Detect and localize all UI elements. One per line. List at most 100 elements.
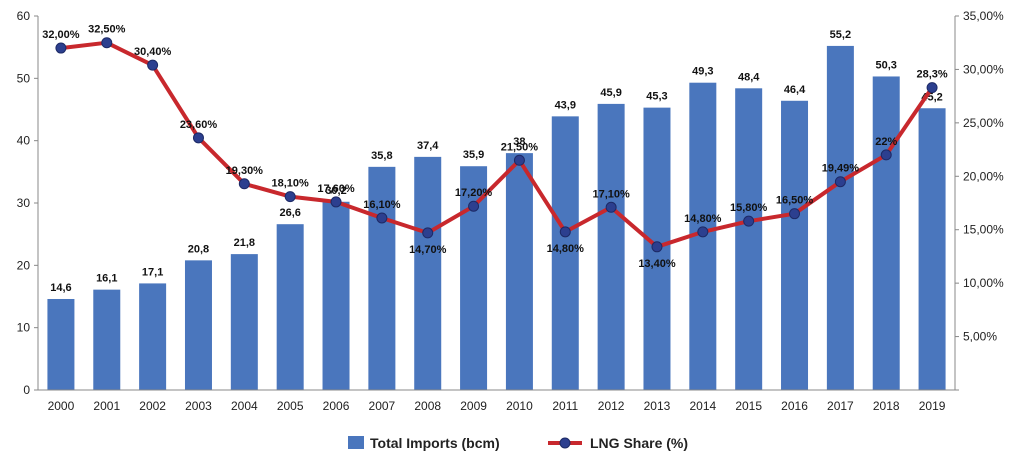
line-point xyxy=(284,191,296,203)
line-point xyxy=(101,37,113,49)
line-point xyxy=(651,241,663,253)
line-value-label: 32,00% xyxy=(42,29,80,41)
x-tick-label: 2001 xyxy=(93,399,120,413)
line-value-label: 19,30% xyxy=(226,165,264,177)
bar xyxy=(93,289,121,390)
line-point xyxy=(376,212,388,224)
legend-label-total-imports: Total Imports (bcm) xyxy=(370,435,500,451)
line-value-label: 22% xyxy=(875,136,897,148)
bar-value-label: 48,4 xyxy=(738,71,760,83)
x-tick-label: 2008 xyxy=(414,399,441,413)
line-point xyxy=(513,154,525,166)
x-tick-label: 2002 xyxy=(139,399,166,413)
bar-value-label: 20,8 xyxy=(188,243,209,255)
bar-value-label: 17,1 xyxy=(142,266,163,278)
bar-value-label: 37,4 xyxy=(417,140,439,152)
line-value-label: 17,60% xyxy=(317,183,355,195)
line-value-label: 17,20% xyxy=(455,187,493,199)
left-tick-label: 10 xyxy=(17,321,31,335)
bar xyxy=(505,153,533,390)
line-point xyxy=(697,226,709,238)
bar xyxy=(460,166,488,390)
right-tick-label: 25,00% xyxy=(963,116,1004,130)
line-value-label: 30,40% xyxy=(134,46,172,58)
bar-value-label: 35,8 xyxy=(371,150,392,162)
x-tick-label: 2006 xyxy=(323,399,350,413)
line-value-label: 15,80% xyxy=(730,202,768,214)
bar-value-label: 35,9 xyxy=(463,149,484,161)
x-tick-label: 2016 xyxy=(781,399,808,413)
bar xyxy=(551,116,579,391)
bar xyxy=(139,283,167,390)
line-value-label: 18,10% xyxy=(272,178,310,190)
x-tick-label: 2017 xyxy=(827,399,854,413)
line-value-label: 28,3% xyxy=(916,69,947,81)
x-tick-label: 2018 xyxy=(873,399,900,413)
bar-value-label: 38 xyxy=(513,136,525,148)
line-value-label: 23,60% xyxy=(180,119,218,131)
line-point xyxy=(789,208,801,220)
bar xyxy=(184,260,212,390)
x-tick-label: 2010 xyxy=(506,399,533,413)
x-tick-label: 2019 xyxy=(919,399,946,413)
line-value-label: 13,40% xyxy=(638,258,676,270)
bar xyxy=(230,254,258,390)
line-value-label: 16,50% xyxy=(776,195,814,207)
bar-value-label: 49,3 xyxy=(692,66,713,78)
x-tick-label: 2015 xyxy=(735,399,762,413)
bar xyxy=(414,156,442,390)
line-point xyxy=(880,149,892,161)
left-tick-label: 40 xyxy=(17,134,31,148)
line-value-label: 19,49% xyxy=(822,163,860,175)
x-tick-label: 2000 xyxy=(48,399,75,413)
left-tick-label: 30 xyxy=(17,196,31,210)
line-value-label: 21,50% xyxy=(501,141,539,153)
line-point xyxy=(834,176,846,188)
line-label-group: 32,00% 32,50% 30,40% 23,60% 19,30% 18,10% 17,6… xyxy=(42,24,948,270)
left-tick-label: 60 xyxy=(17,9,31,23)
bar-value-label: 46,4 xyxy=(784,84,806,96)
line-point xyxy=(605,201,617,213)
right-tick-label: 15,00% xyxy=(963,223,1004,237)
line-point xyxy=(238,178,250,190)
x-tick-label: 2012 xyxy=(598,399,625,413)
bar-series-group xyxy=(47,45,946,391)
bar-value-label: 30,2 xyxy=(325,185,346,197)
bar-value-label: 45,9 xyxy=(600,87,621,99)
bar xyxy=(781,100,809,391)
bar xyxy=(872,76,900,391)
line-point xyxy=(147,59,159,71)
x-tick-label: 2005 xyxy=(277,399,304,413)
axes-group: 0 10 20 30 40 50 60 5,00% 10,00% 15,00% 20,00% 25,0… xyxy=(17,9,1004,413)
line-point xyxy=(55,42,67,54)
left-tick-label: 20 xyxy=(17,258,31,272)
x-tick-label: 2014 xyxy=(689,399,716,413)
line-value-label: 17,10% xyxy=(592,188,630,200)
bar xyxy=(276,224,304,390)
line-point xyxy=(468,200,480,212)
bar xyxy=(322,201,350,390)
bar xyxy=(918,108,946,391)
line-point xyxy=(422,227,434,239)
legend-swatch-bars xyxy=(348,436,364,449)
right-tick-label: 30,00% xyxy=(963,62,1004,76)
line-point xyxy=(559,226,571,238)
bar-value-label: 45,3 xyxy=(646,91,667,103)
bar xyxy=(47,298,75,390)
x-tick-label: 2003 xyxy=(185,399,212,413)
right-tick-label: 35,00% xyxy=(963,9,1004,23)
bar xyxy=(368,166,396,390)
line-series-path xyxy=(60,40,934,249)
legend: Total Imports (bcm) LNG Share (%) xyxy=(348,435,688,451)
bar-value-label: 16,1 xyxy=(96,273,117,285)
line-point xyxy=(330,196,342,208)
line-point xyxy=(192,132,204,144)
x-tick-label: 2009 xyxy=(460,399,487,413)
line-series-group xyxy=(55,37,938,253)
x-tick-label: 2011 xyxy=(552,399,578,413)
right-tick-label: 10,00% xyxy=(963,276,1004,290)
left-tick-label: 50 xyxy=(17,71,31,85)
right-tick-label: 5,00% xyxy=(963,330,997,344)
